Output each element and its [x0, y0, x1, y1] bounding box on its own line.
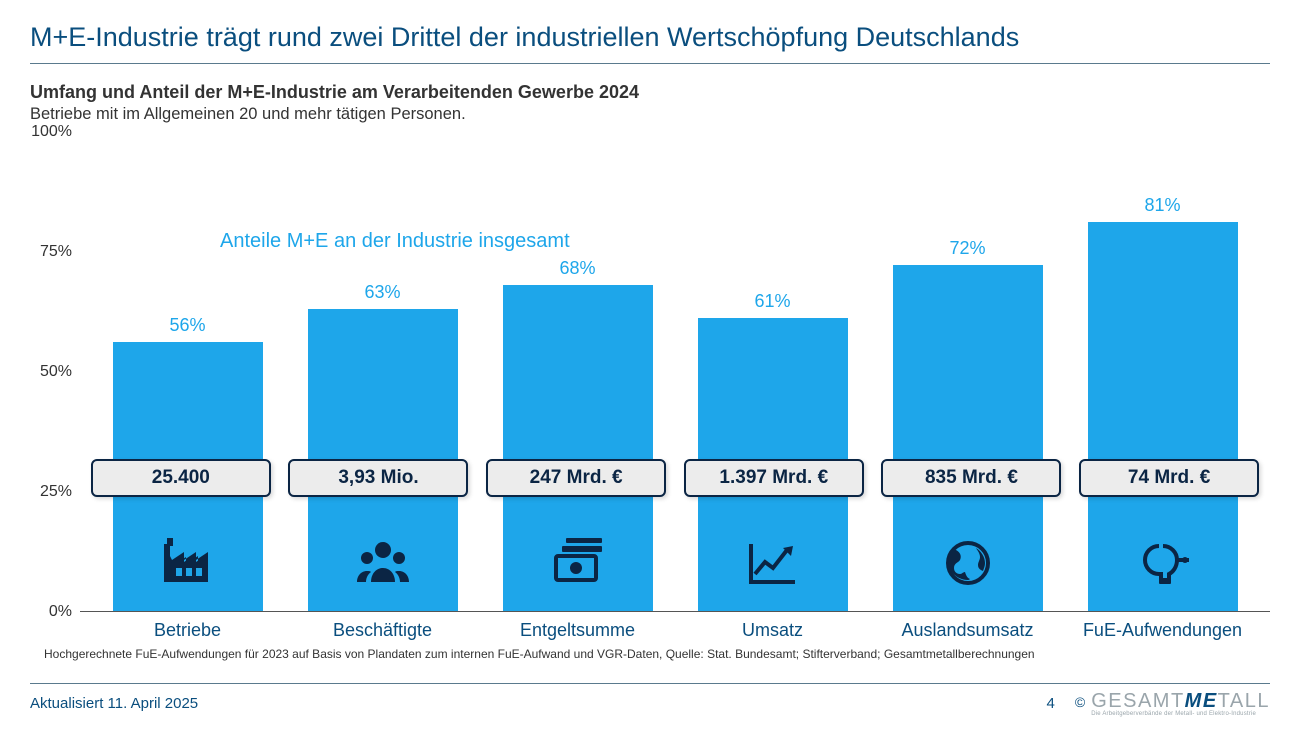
bulb-icon	[1088, 538, 1238, 593]
slide: M+E-Industrie trägt rund zwei Drittel de…	[0, 0, 1300, 731]
bar-percent-label: 68%	[559, 258, 595, 279]
y-tick-label: 75%	[40, 243, 72, 261]
slide-title: M+E-Industrie trägt rund zwei Drittel de…	[30, 22, 1270, 64]
brand-logo: © GESAMTMETALL Die Arbeitgeberverbände d…	[1075, 690, 1270, 717]
chart: 0%25%50%75%100% Anteile M+E an der Indus…	[30, 132, 1270, 612]
chart-subtitle: Betriebe mit im Allgemeinen 20 und mehr …	[30, 105, 1270, 124]
money-icon	[503, 538, 653, 593]
updated-date: Aktualisiert 11. April 2025	[30, 695, 198, 712]
brand-me: ME	[1185, 690, 1218, 712]
people-icon	[308, 538, 458, 593]
bar-percent-label: 63%	[364, 282, 400, 303]
globe-icon	[893, 538, 1043, 593]
brand-text: GESAMTMETALL Die Arbeitgeberverbände der…	[1091, 690, 1270, 717]
subtitle-block: Umfang und Anteil der M+E-Industrie am V…	[30, 82, 1270, 124]
bar-percent-label: 56%	[169, 315, 205, 336]
y-tick-label: 100%	[31, 123, 72, 141]
plot-area: Anteile M+E an der Industrie insgesamt 5…	[80, 132, 1270, 612]
value-box: 247 Mrd. €	[486, 459, 666, 497]
factory-icon	[113, 538, 263, 593]
footer-right: 4 © GESAMTMETALL Die Arbeitgeberverbände…	[1047, 690, 1270, 717]
footnote: Hochgerechnete FuE-Aufwendungen für 2023…	[44, 647, 1270, 661]
y-tick-label: 25%	[40, 483, 72, 501]
value-box: 3,93 Mio.	[288, 459, 468, 497]
brand-post: TALL	[1218, 690, 1270, 712]
y-axis: 0%25%50%75%100%	[30, 132, 80, 612]
y-tick-label: 50%	[40, 363, 72, 381]
linechart-icon	[698, 538, 848, 593]
x-tick-label: FuE-Aufwendungen	[1065, 620, 1260, 641]
x-tick-label: Entgeltsumme	[480, 620, 675, 641]
footer: Aktualisiert 11. April 2025 4 © GESAMTME…	[30, 683, 1270, 717]
chart-title: Umfang und Anteil der M+E-Industrie am V…	[30, 82, 1270, 103]
value-box: 1.397 Mrd. €	[684, 459, 864, 497]
x-tick-label: Betriebe	[90, 620, 285, 641]
bar-percent-label: 81%	[1144, 195, 1180, 216]
value-box: 835 Mrd. €	[881, 459, 1061, 497]
icon-row	[80, 538, 1270, 593]
value-box: 74 Mrd. €	[1079, 459, 1259, 497]
value-box: 25.400	[91, 459, 271, 497]
brand-pre: GESAMT	[1091, 690, 1184, 712]
brand-subtitle: Die Arbeitgeberverbände der Metall- und …	[1091, 711, 1270, 717]
x-tick-label: Auslandsumsatz	[870, 620, 1065, 641]
bar-percent-label: 61%	[754, 291, 790, 312]
x-tick-label: Beschäftigte	[285, 620, 480, 641]
x-tick-label: Umsatz	[675, 620, 870, 641]
series-label: Anteile M+E an der Industrie insgesamt	[220, 230, 570, 253]
value-box-row: 25.400 3,93 Mio. 247 Mrd. € 1.397 Mrd. € 835…	[80, 459, 1270, 497]
page-number: 4	[1047, 695, 1055, 712]
bar-percent-label: 72%	[949, 238, 985, 259]
x-axis-labels: BetriebeBeschäftigteEntgeltsummeUmsatzAu…	[80, 620, 1270, 641]
y-tick-label: 0%	[49, 603, 72, 621]
copyright-symbol: ©	[1075, 694, 1085, 710]
